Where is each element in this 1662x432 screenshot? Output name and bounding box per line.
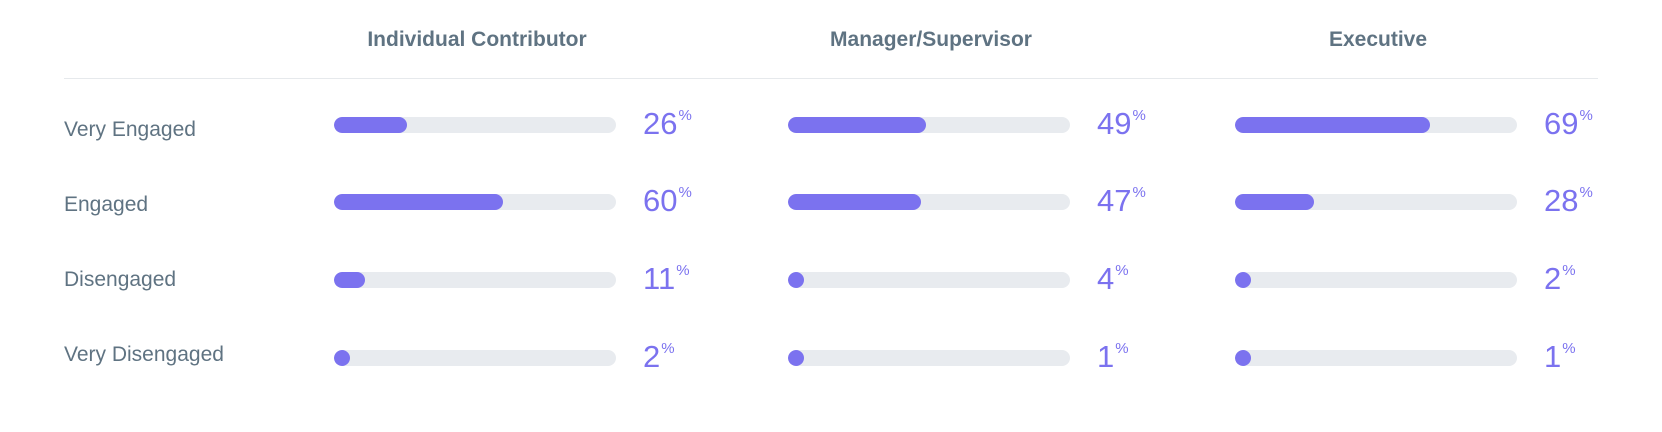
value-number: 4: [1097, 261, 1115, 296]
value-number: 1: [1097, 339, 1115, 374]
row-label-engaged: Engaged: [64, 193, 149, 216]
value-label-executive-very-disengaged: 1%: [1544, 341, 1576, 372]
column-header-manager-supervisor: Manager/Supervisor: [830, 28, 1032, 51]
percent-sign: %: [1132, 184, 1146, 201]
value-label-individual-contributor-very-engaged: 26%: [643, 108, 692, 139]
header-divider: [64, 78, 1598, 79]
bar-individual-contributor-engaged: [334, 194, 504, 210]
percent-sign: %: [676, 262, 690, 279]
bar-executive-engaged: [1235, 194, 1314, 210]
value-label-individual-contributor-disengaged: 11%: [643, 263, 690, 294]
bar-track-manager-supervisor-engaged: [788, 194, 1070, 210]
bar-track-executive-engaged: [1235, 194, 1517, 210]
percent-sign: %: [678, 107, 692, 124]
bar-track-individual-contributor-very-disengaged: [334, 350, 616, 366]
row-label-very-disengaged: Very Disengaged: [64, 343, 224, 366]
value-number: 1: [1544, 339, 1562, 374]
percent-sign: %: [1579, 107, 1593, 124]
bar-track-executive-very-engaged: [1235, 117, 1517, 133]
value-number: 2: [1544, 261, 1562, 296]
value-label-individual-contributor-very-disengaged: 2%: [643, 341, 675, 372]
percent-sign: %: [1132, 107, 1146, 124]
percent-sign: %: [1579, 184, 1593, 201]
bar-executive-very-engaged: [1235, 117, 1430, 133]
bar-manager-supervisor-very-disengaged: [788, 350, 804, 366]
value-label-individual-contributor-engaged: 60%: [643, 185, 692, 216]
bar-track-individual-contributor-engaged: [334, 194, 616, 210]
bar-individual-contributor-very-engaged: [334, 117, 408, 133]
value-number: 28: [1544, 183, 1579, 218]
value-number: 49: [1097, 106, 1132, 141]
value-label-executive-very-engaged: 69%: [1544, 108, 1593, 139]
bar-manager-supervisor-engaged: [788, 194, 921, 210]
value-number: 26: [643, 106, 678, 141]
value-number: 2: [643, 339, 661, 374]
percent-sign: %: [678, 184, 692, 201]
value-label-manager-supervisor-engaged: 47%: [1097, 185, 1146, 216]
percent-sign: %: [1115, 340, 1129, 357]
column-header-individual-contributor: Individual Contributor: [367, 28, 587, 51]
value-number: 69: [1544, 106, 1579, 141]
bar-track-manager-supervisor-very-engaged: [788, 117, 1070, 133]
value-label-manager-supervisor-very-disengaged: 1%: [1097, 341, 1129, 372]
bar-individual-contributor-very-disengaged: [334, 350, 350, 366]
percent-sign: %: [1115, 262, 1129, 279]
bar-track-manager-supervisor-very-disengaged: [788, 350, 1070, 366]
column-header-executive: Executive: [1328, 28, 1428, 51]
bar-track-manager-supervisor-disengaged: [788, 272, 1070, 288]
bar-executive-very-disengaged: [1235, 350, 1251, 366]
value-label-manager-supervisor-very-engaged: 49%: [1097, 108, 1146, 139]
row-label-disengaged: Disengaged: [64, 268, 177, 291]
row-label-very-engaged: Very Engaged: [64, 118, 196, 141]
bar-executive-disengaged: [1235, 272, 1251, 288]
value-label-executive-engaged: 28%: [1544, 185, 1593, 216]
value-label-executive-disengaged: 2%: [1544, 263, 1576, 294]
bar-manager-supervisor-very-engaged: [788, 117, 927, 133]
percent-sign: %: [1562, 262, 1576, 279]
bar-track-executive-disengaged: [1235, 272, 1517, 288]
bar-track-executive-very-disengaged: [1235, 350, 1517, 366]
value-label-manager-supervisor-disengaged: 4%: [1097, 263, 1129, 294]
bar-manager-supervisor-disengaged: [788, 272, 804, 288]
percent-sign: %: [1562, 340, 1576, 357]
bar-individual-contributor-disengaged: [334, 272, 366, 288]
value-number: 60: [643, 183, 678, 218]
bar-track-individual-contributor-very-engaged: [334, 117, 616, 133]
percent-sign: %: [661, 340, 675, 357]
value-number: 11: [643, 261, 676, 296]
bar-track-individual-contributor-disengaged: [334, 272, 616, 288]
value-number: 47: [1097, 183, 1132, 218]
